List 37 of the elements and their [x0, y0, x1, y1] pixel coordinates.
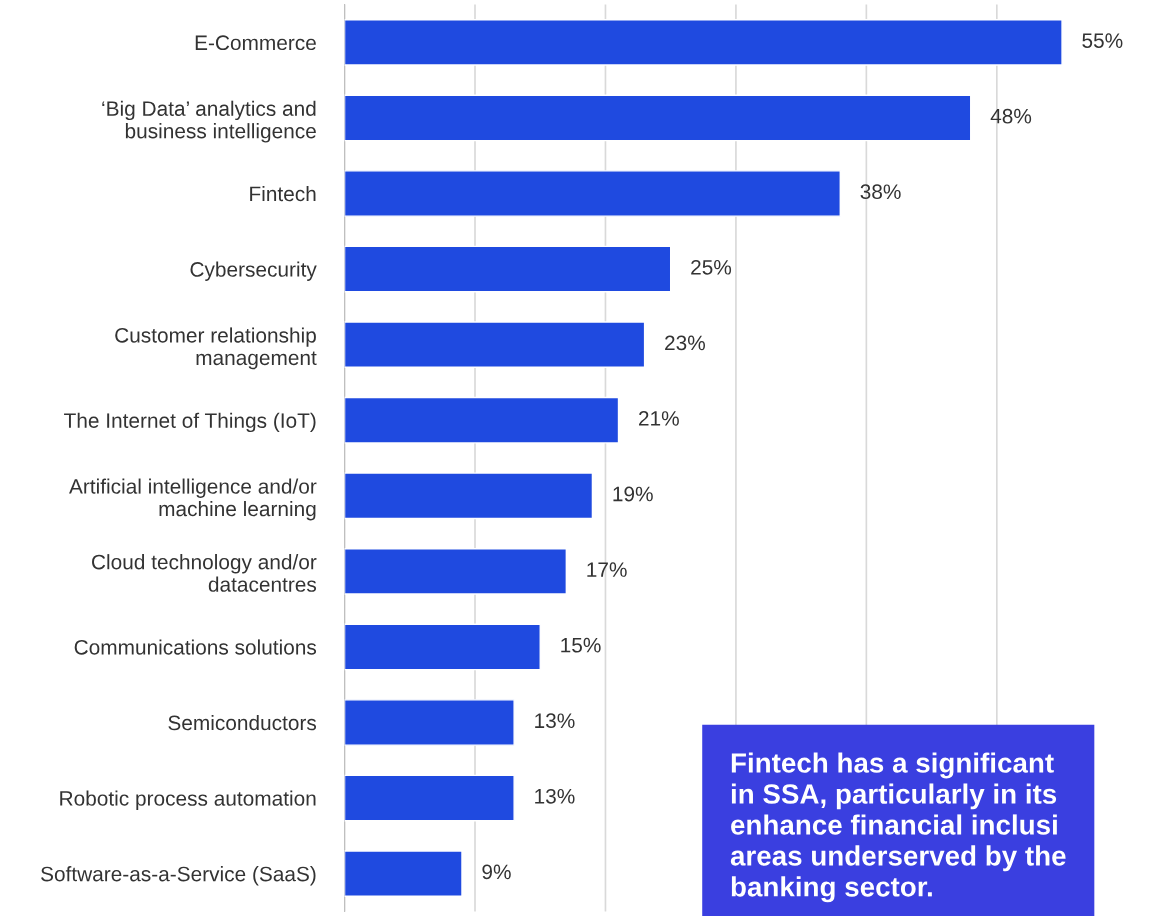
data-label: 25% — [691, 259, 732, 275]
bar — [344, 94, 972, 142]
bar — [344, 321, 646, 369]
y-tick-label: Software-as-a-Service (SaaS) — [41, 866, 316, 886]
data-label: 13% — [535, 788, 575, 804]
bar — [344, 547, 568, 595]
y-tick-label: Cloud technology and/or datacentres — [92, 554, 317, 592]
y-tick-label: Artificial intelligence and/or machine learning — [69, 478, 317, 521]
data-label: 38% — [860, 184, 901, 200]
bar — [344, 699, 515, 746]
bar — [344, 774, 515, 822]
y-tick-label: Cybersecurity — [190, 261, 317, 281]
annotation: Fintech has a significant in SSA, particularly in its enhance financial inclusi areas underserved by the banking sector. — [730, 752, 1066, 903]
data-label: 55% — [1082, 33, 1123, 48]
data-label: 21% — [639, 411, 679, 426]
y-tick-label: Customer relationship management — [115, 327, 317, 370]
bar — [344, 170, 841, 217]
bar — [344, 245, 672, 293]
y-tick-label: E-Commerce — [195, 35, 316, 51]
data-label: 9% — [482, 864, 511, 880]
y-tick-label: The Internet of Things (IoT) — [64, 412, 316, 433]
bar — [344, 396, 620, 444]
y-tick-label: ‘Big Data’ analytics and business intelligence — [102, 100, 316, 143]
data-label: 23% — [665, 335, 705, 351]
y-tick-label: Fintech — [250, 185, 316, 202]
y-tick-label: Robotic process automation — [60, 790, 316, 810]
y-tick-label: Semiconductors — [168, 714, 317, 731]
data-label: 15% — [561, 637, 601, 653]
data-label: 19% — [613, 486, 653, 502]
y-tick-label: Communications solutions — [74, 639, 317, 655]
bar — [344, 18, 1063, 66]
bar — [344, 623, 541, 671]
bar — [344, 472, 594, 520]
data-label: 13% — [535, 713, 575, 729]
bar — [344, 850, 463, 898]
data-label: 48% — [990, 108, 1032, 124]
data-label: 17% — [587, 562, 627, 577]
